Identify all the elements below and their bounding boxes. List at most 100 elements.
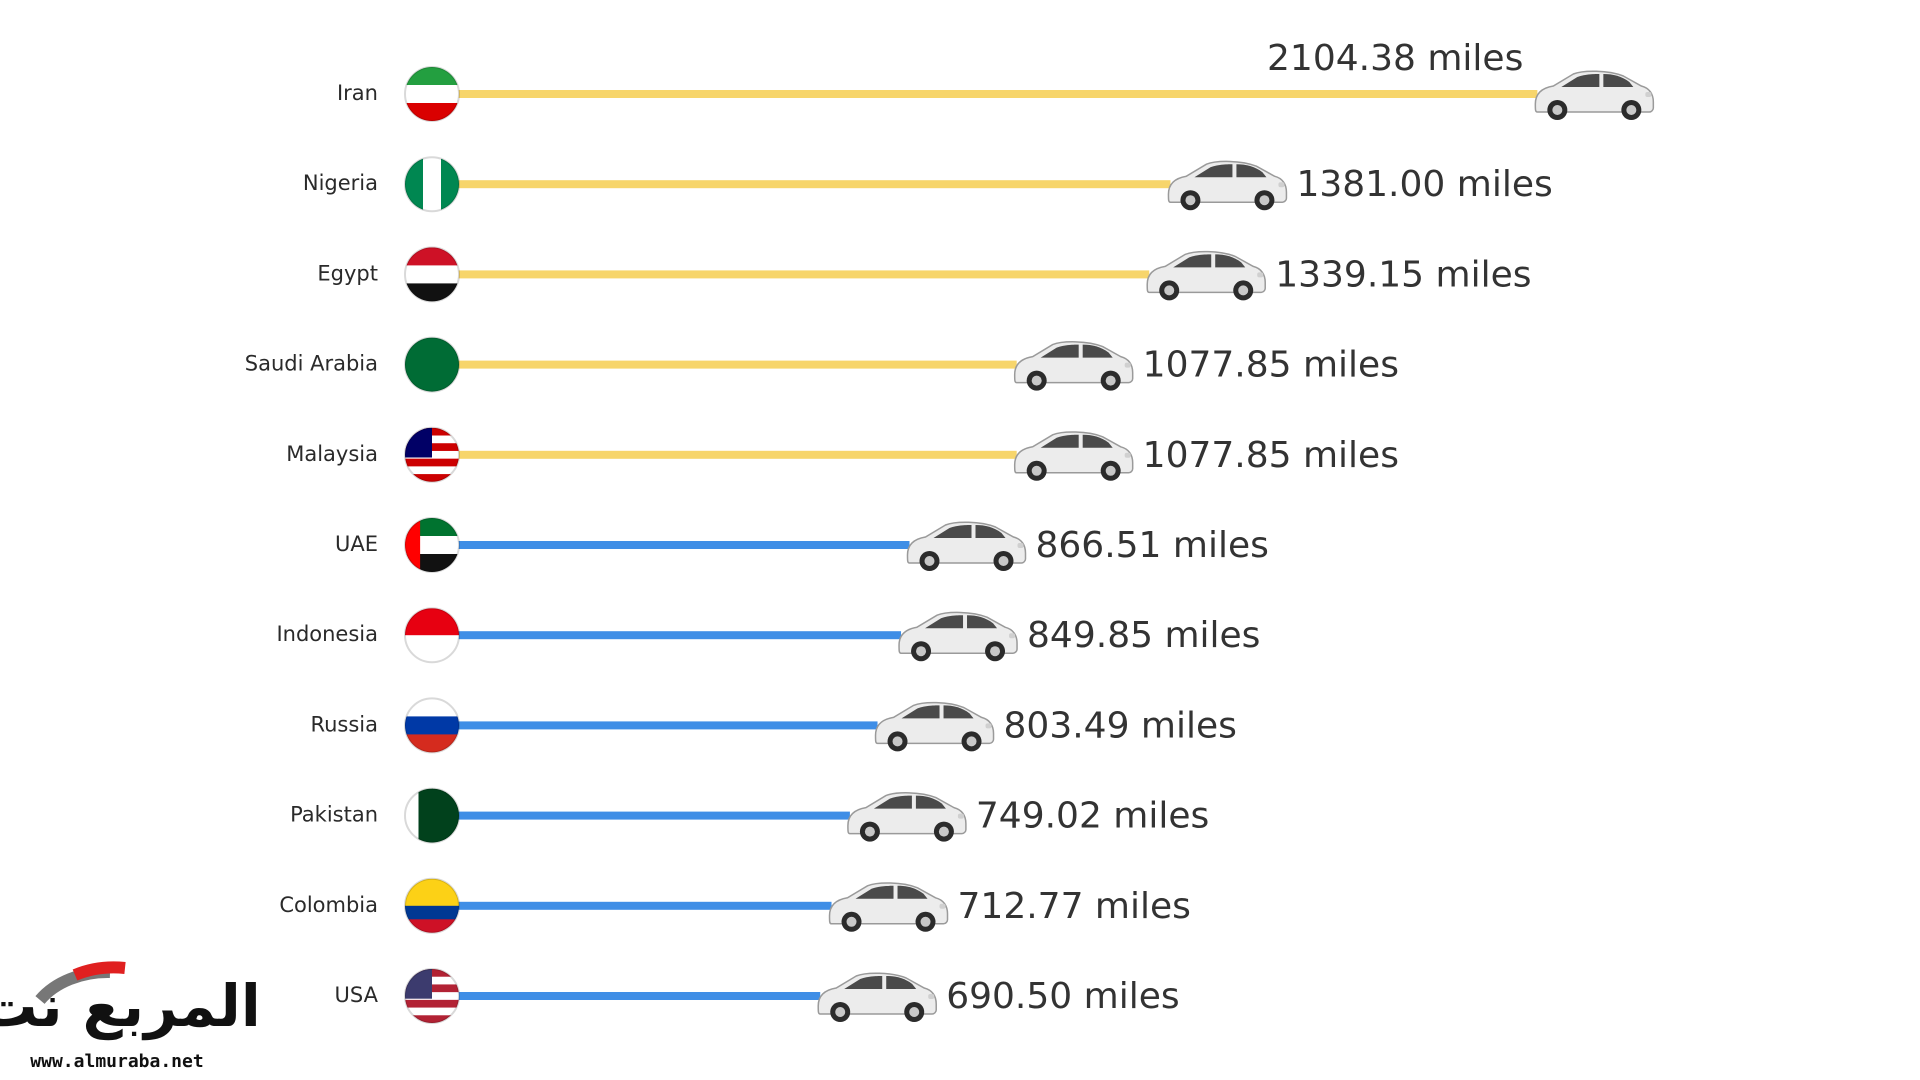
- flag-shade: [404, 968, 460, 1024]
- flag-band: [405, 518, 421, 572]
- flag-stripe: [405, 608, 459, 636]
- flag-stripe: [405, 474, 459, 482]
- car-window: [933, 525, 972, 538]
- category-label: UAE: [335, 532, 378, 556]
- car-hub: [1105, 375, 1116, 386]
- car-window: [1603, 74, 1634, 87]
- category-label: Indonesia: [276, 622, 378, 646]
- car-window: [915, 795, 946, 809]
- car-hub: [966, 736, 977, 747]
- car-window: [975, 525, 1006, 538]
- car-icon: [1013, 341, 1134, 391]
- car-hub: [924, 556, 935, 566]
- bar: [432, 90, 1538, 98]
- car-light: [957, 813, 964, 819]
- car-icon: [828, 882, 949, 932]
- value-label: 749.02 miles: [976, 796, 1209, 837]
- flag-stripe: [441, 157, 459, 212]
- car-window: [925, 615, 964, 629]
- car-hub: [835, 1007, 846, 1017]
- bar: [432, 992, 821, 1000]
- car-window: [1040, 344, 1079, 358]
- car-window: [1215, 254, 1246, 268]
- car-window: [844, 976, 883, 989]
- flag: [405, 337, 459, 392]
- car-hub: [1185, 195, 1196, 206]
- car-hub: [920, 916, 931, 927]
- category-label: Colombia: [279, 893, 378, 917]
- flag-shade: [404, 246, 460, 303]
- category-label: Pakistan: [290, 803, 378, 827]
- flag-stripe: [432, 788, 446, 843]
- value-label: 803.49 miles: [1004, 705, 1237, 746]
- car-window: [886, 976, 917, 989]
- car-light: [928, 994, 935, 999]
- flag-stripe: [405, 337, 459, 392]
- car-hub: [1031, 375, 1042, 386]
- car-window: [1173, 254, 1212, 268]
- logo-text: المربع نت: [0, 972, 261, 1041]
- flag: [405, 427, 459, 482]
- source-url: www.almuraba.net: [30, 1051, 203, 1072]
- flag-shade: [404, 607, 460, 664]
- value-label: 1381.00 miles: [1296, 164, 1552, 205]
- flag-stripe: [405, 905, 459, 920]
- flag: [405, 698, 459, 753]
- bar: [432, 721, 878, 730]
- car-window: [897, 885, 928, 899]
- value-label: 1077.85 miles: [1143, 345, 1399, 386]
- car-icon: [898, 611, 1018, 662]
- car-light: [939, 903, 946, 909]
- car-light: [1124, 452, 1131, 458]
- value-label: 1339.15 miles: [1275, 254, 1531, 295]
- car-hub: [916, 646, 927, 657]
- car-window: [855, 885, 894, 899]
- category-label: Nigeria: [303, 171, 378, 195]
- value-label: 2104.38 miles: [1267, 38, 1523, 79]
- flag-stripe: [405, 1007, 459, 1016]
- flag-stripe: [405, 265, 459, 284]
- car-icon: [1167, 160, 1288, 211]
- bar: [432, 360, 1017, 369]
- car-window: [1194, 164, 1233, 178]
- flag-stripe: [405, 103, 459, 121]
- car-icon: [847, 792, 967, 842]
- flag-stripe: [405, 999, 459, 1009]
- value-label: 849.85 miles: [1027, 615, 1260, 656]
- bar: [432, 180, 1171, 189]
- value-label: 712.77 miles: [958, 886, 1191, 927]
- flag: [405, 518, 459, 572]
- flag: [405, 157, 459, 212]
- category-label: USA: [335, 983, 379, 1007]
- flag: [405, 969, 459, 1023]
- category-label: Malaysia: [286, 442, 378, 466]
- car-hub: [938, 826, 949, 837]
- car-window: [1561, 74, 1600, 87]
- flag-shade: [404, 787, 460, 844]
- flag-stripe: [405, 716, 459, 735]
- car-hub: [1626, 105, 1637, 115]
- car-hub: [998, 556, 1009, 566]
- car-window: [1082, 434, 1113, 448]
- flag-stripe: [405, 67, 459, 86]
- car-hub: [1552, 105, 1563, 115]
- category-label: Iran: [337, 81, 378, 105]
- car-hub: [846, 916, 857, 927]
- car-light: [1645, 92, 1652, 97]
- car-icon: [1013, 431, 1134, 481]
- car-icon: [817, 972, 937, 1022]
- flag-shade: [404, 156, 460, 213]
- car-light: [1009, 633, 1016, 639]
- car-hub: [864, 826, 875, 837]
- flag: [405, 67, 459, 121]
- car-light: [985, 723, 992, 729]
- flag-stripe: [405, 635, 459, 663]
- flag-stripe: [405, 734, 459, 753]
- car-window: [901, 705, 940, 719]
- flag-stripe: [405, 466, 459, 475]
- flag-shade: [404, 426, 460, 483]
- car-window: [873, 795, 912, 809]
- bar: [432, 450, 1017, 459]
- car-hub: [1164, 285, 1175, 296]
